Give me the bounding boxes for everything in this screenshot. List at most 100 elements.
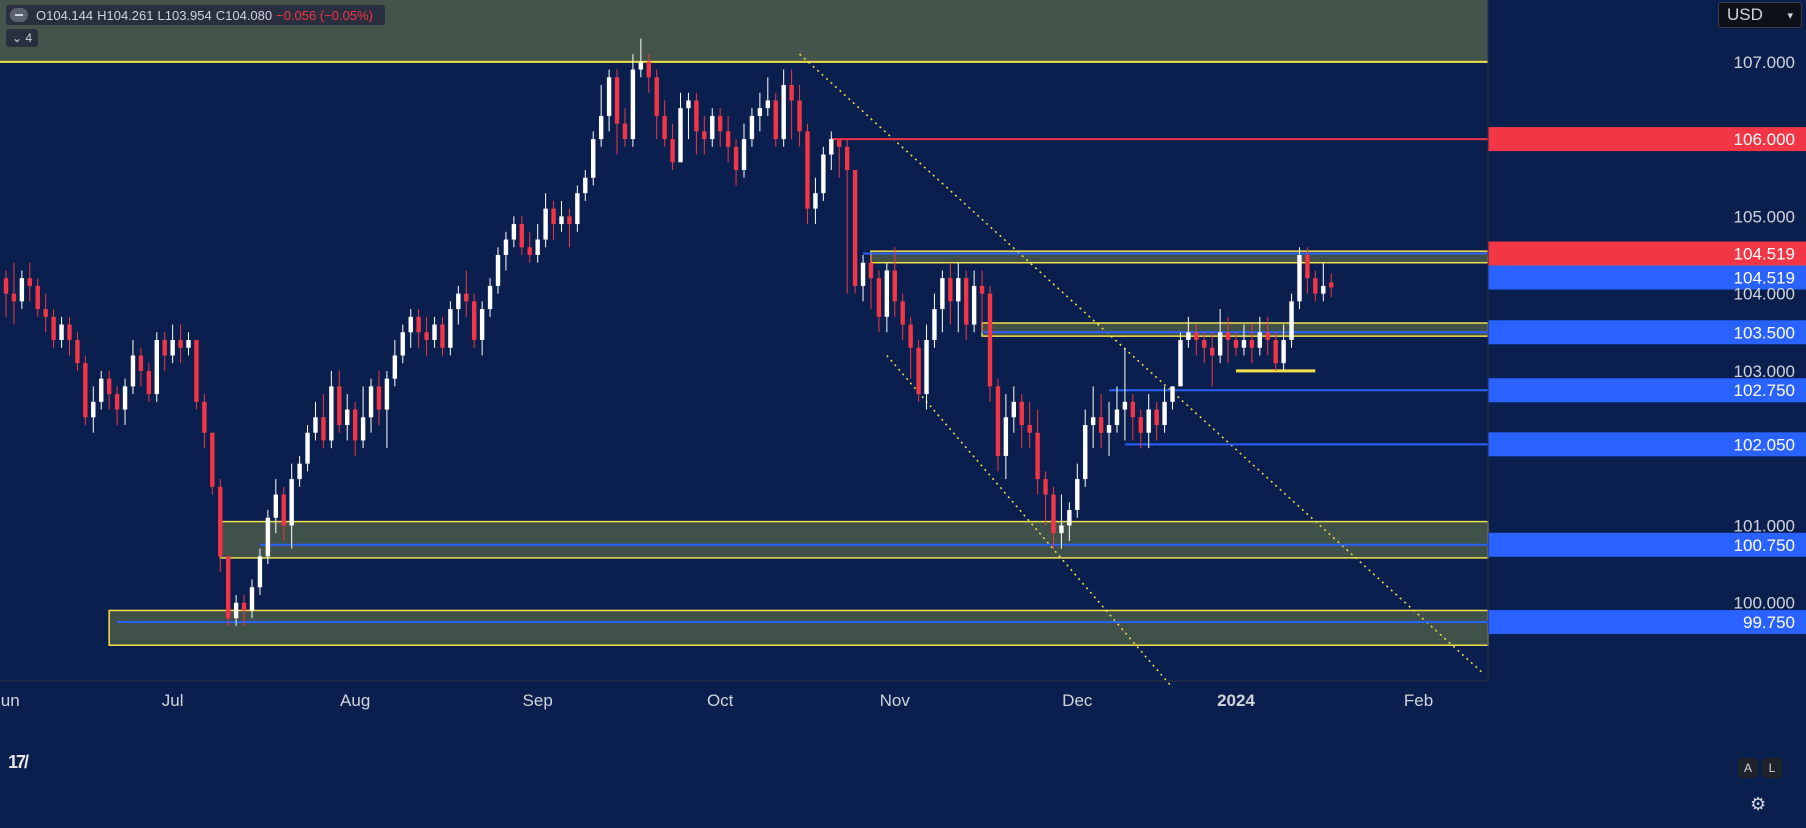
candle-body[interactable] [837,139,842,147]
candle-body[interactable] [106,378,112,395]
candle-body[interactable] [511,224,517,240]
candle-body[interactable] [241,602,247,611]
candle-body[interactable] [535,239,540,255]
candle-body[interactable] [598,115,604,140]
candle-body[interactable] [551,208,556,225]
candle-body[interactable] [471,301,477,340]
candle-body[interactable] [797,100,802,132]
candle-body[interactable] [202,401,207,433]
candle-body[interactable] [456,293,461,310]
candle-body[interactable] [591,139,596,178]
candle-body[interactable] [916,347,921,395]
candle-body[interactable] [781,85,786,140]
candle-body[interactable] [1059,525,1064,534]
candle-body[interactable] [717,115,723,132]
candle-body[interactable] [694,100,699,132]
candle-body[interactable] [1289,301,1294,340]
candle-body[interactable] [1043,479,1048,495]
candle-body[interactable] [122,386,128,410]
candle-body[interactable] [757,108,763,116]
candle-body[interactable] [876,278,882,317]
candle-body[interactable] [956,278,961,302]
candle-body[interactable] [11,293,17,302]
candle-body[interactable] [686,100,691,109]
candle-body[interactable] [59,324,64,340]
candle-body[interactable] [162,340,167,356]
candle-body[interactable] [1075,479,1080,510]
candle-body[interactable] [321,417,326,441]
candle-body[interactable] [503,239,509,255]
candle-body[interactable] [821,154,826,194]
candle-body[interactable] [1035,432,1040,480]
candle-body[interactable] [725,131,731,147]
candle-body[interactable] [297,463,302,480]
candle-body[interactable] [1273,340,1278,364]
candle-body[interactable] [75,340,80,364]
candle-body[interactable] [1027,425,1032,433]
candle-body[interactable] [559,216,564,225]
candle-body[interactable] [614,77,620,124]
candle-body[interactable] [1313,278,1318,294]
candle-body[interactable] [210,432,215,487]
indicators-toggle[interactable]: ⌄ 4 [6,29,39,47]
candle-body[interactable] [91,401,96,418]
candle-body[interactable] [670,139,675,163]
candle-body[interactable] [233,602,239,619]
candle-body[interactable] [99,378,104,402]
candle-body[interactable] [860,262,866,286]
candle-body[interactable] [130,355,136,387]
candle-body[interactable] [289,479,294,526]
candle-body[interactable] [329,386,334,441]
candle-body[interactable] [83,363,88,418]
candle-body[interactable] [448,309,453,348]
candle-body[interactable] [1122,401,1128,410]
candle-body[interactable] [1225,332,1231,340]
candle-body[interactable] [154,340,159,395]
candle-body[interactable] [948,278,953,302]
candle-body[interactable] [829,139,834,155]
candle-body[interactable] [495,255,501,286]
candle-body[interactable] [1186,332,1191,340]
candle-body[interactable] [352,409,358,441]
candle-body[interactable] [249,587,255,611]
candle-body[interactable] [678,108,683,163]
candle-body[interactable] [567,216,572,225]
candle-body[interactable] [178,340,183,348]
candle-body[interactable] [1067,510,1072,526]
candle-body[interactable] [218,486,223,557]
candle-body[interactable] [1178,340,1183,387]
candle-body[interactable] [186,340,191,348]
candle-body[interactable] [1003,417,1009,456]
candle-body[interactable] [844,146,850,170]
candle-body[interactable] [1241,340,1247,348]
currency-selector[interactable]: USD ▾ [1718,2,1802,28]
candle-body[interactable] [1098,417,1104,433]
candle-body[interactable] [479,309,485,340]
candle-body[interactable] [1281,340,1286,364]
candle-body[interactable] [432,324,437,340]
candle-body[interactable] [273,494,279,518]
candle-body[interactable] [408,316,413,333]
candle-body[interactable] [1194,332,1199,340]
candle-body[interactable] [1217,332,1223,356]
candle-body[interactable] [979,285,985,294]
candle-body[interactable] [1265,332,1270,340]
candle-body[interactable] [1305,255,1310,279]
candle-body[interactable] [892,270,897,302]
candle-body[interactable] [1329,282,1334,288]
candle-body[interactable] [1130,401,1136,418]
minus-circle-icon[interactable] [10,8,28,22]
candle-body[interactable] [971,285,977,325]
candle-body[interactable] [741,139,747,170]
candle-body[interactable] [1146,409,1151,433]
candle-body[interactable] [345,409,350,425]
log-scale-button[interactable]: L [1762,758,1782,778]
candle-body[interactable] [646,61,651,78]
candle-body[interactable] [638,61,644,70]
candle-body[interactable] [360,417,366,441]
candle-body[interactable] [908,324,913,348]
candle-body[interactable] [51,316,56,340]
candle-body[interactable] [710,115,715,140]
candle-body[interactable] [305,432,310,464]
